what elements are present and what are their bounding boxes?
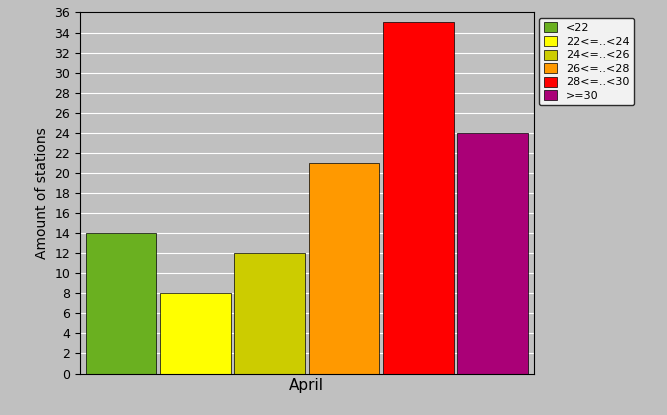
Bar xyxy=(458,133,528,374)
Bar xyxy=(309,163,380,374)
Bar xyxy=(383,22,454,374)
Bar xyxy=(85,233,156,374)
Y-axis label: Amount of stations: Amount of stations xyxy=(35,127,49,259)
Legend: <22, 22<=..<24, 24<=..<26, 26<=..<28, 28<=..<30, >=30: <22, 22<=..<24, 24<=..<26, 26<=..<28, 28… xyxy=(539,18,634,105)
Bar xyxy=(160,293,231,374)
Bar xyxy=(234,253,305,374)
